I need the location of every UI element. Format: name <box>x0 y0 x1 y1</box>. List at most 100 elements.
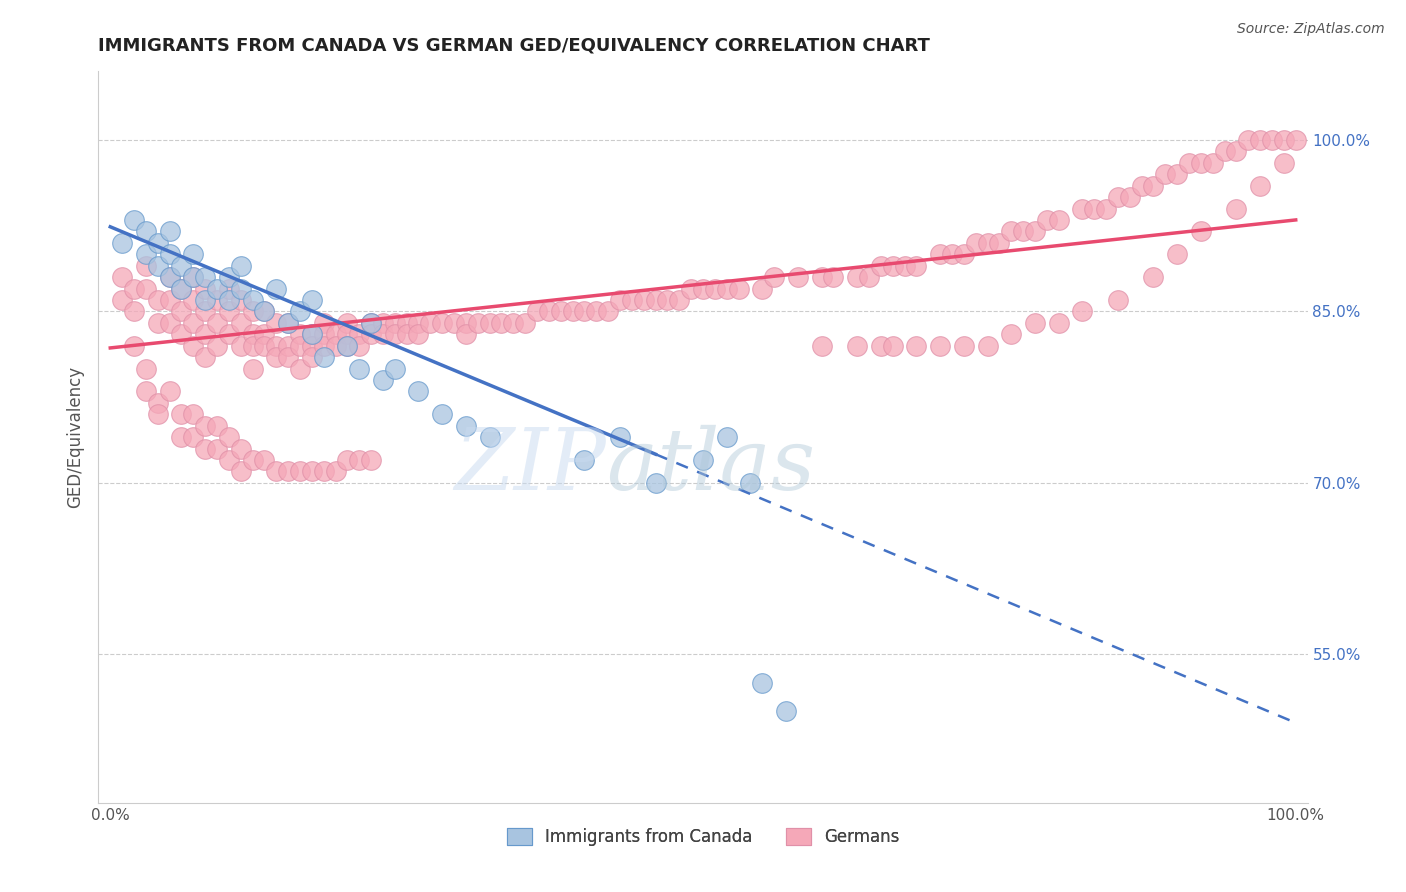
Point <box>288 327 311 342</box>
Point <box>288 339 311 353</box>
Point <box>301 339 323 353</box>
Text: IMMIGRANTS FROM CANADA VS GERMAN GED/EQUIVALENCY CORRELATION CHART: IMMIGRANTS FROM CANADA VS GERMAN GED/EQU… <box>98 37 931 54</box>
Point <box>893 259 915 273</box>
Point <box>159 384 181 399</box>
Point <box>229 259 252 273</box>
Point <box>218 430 240 444</box>
Point <box>181 316 204 330</box>
Point <box>537 304 560 318</box>
Point <box>159 293 181 307</box>
Point <box>1178 155 1201 169</box>
Point <box>288 464 311 478</box>
Point <box>1189 155 1212 169</box>
Point <box>454 316 477 330</box>
Point <box>657 293 679 307</box>
Point <box>1130 178 1153 193</box>
Point <box>1225 202 1247 216</box>
Point <box>194 293 217 307</box>
Point <box>1166 167 1188 181</box>
Point <box>1107 293 1129 307</box>
Point <box>325 327 347 342</box>
Point <box>181 270 204 285</box>
Point <box>218 453 240 467</box>
Point <box>432 316 454 330</box>
Point <box>336 339 359 353</box>
Point <box>810 339 832 353</box>
Point <box>620 293 643 307</box>
Point <box>360 453 382 467</box>
Point <box>550 304 572 318</box>
Text: Source: ZipAtlas.com: Source: ZipAtlas.com <box>1237 22 1385 37</box>
Point <box>976 339 998 353</box>
Point <box>941 247 963 261</box>
Point <box>1166 247 1188 261</box>
Text: atlas: atlas <box>606 425 815 508</box>
Text: ZIP: ZIP <box>454 425 606 508</box>
Point <box>301 350 323 364</box>
Point <box>1272 155 1295 169</box>
Point <box>229 442 252 456</box>
Point <box>242 293 264 307</box>
Point <box>869 259 891 273</box>
Point <box>325 464 347 478</box>
Point <box>336 327 359 342</box>
Point <box>858 270 880 285</box>
Point <box>1000 327 1022 342</box>
Point <box>408 316 430 330</box>
Point <box>692 453 714 467</box>
Point <box>146 235 169 250</box>
Point <box>146 396 169 410</box>
Point <box>170 281 193 295</box>
Point <box>976 235 998 250</box>
Point <box>312 316 335 330</box>
Point <box>253 339 276 353</box>
Point <box>775 704 797 718</box>
Point <box>205 442 228 456</box>
Point <box>253 327 276 342</box>
Point <box>395 327 418 342</box>
Point <box>205 293 228 307</box>
Point <box>371 373 394 387</box>
Point <box>384 361 406 376</box>
Point <box>609 293 631 307</box>
Point <box>1047 213 1070 227</box>
Point <box>763 270 786 285</box>
Point <box>347 327 370 342</box>
Point <box>336 339 359 353</box>
Point <box>242 453 264 467</box>
Point <box>242 304 264 318</box>
Point <box>135 384 157 399</box>
Point <box>277 316 299 330</box>
Point <box>312 339 335 353</box>
Point <box>135 361 157 376</box>
Point <box>301 327 323 342</box>
Point <box>360 327 382 342</box>
Point <box>869 339 891 353</box>
Point <box>253 453 276 467</box>
Point <box>1261 133 1284 147</box>
Point <box>491 316 513 330</box>
Point <box>301 327 323 342</box>
Point <box>242 339 264 353</box>
Point <box>181 430 204 444</box>
Point <box>905 259 928 273</box>
Point <box>146 407 169 421</box>
Point <box>205 316 228 330</box>
Point <box>170 259 193 273</box>
Point <box>194 327 217 342</box>
Point <box>692 281 714 295</box>
Point <box>229 316 252 330</box>
Point <box>1047 316 1070 330</box>
Legend: Immigrants from Canada, Germans: Immigrants from Canada, Germans <box>501 822 905 853</box>
Point <box>277 339 299 353</box>
Point <box>181 293 204 307</box>
Point <box>408 327 430 342</box>
Point <box>823 270 845 285</box>
Point <box>786 270 808 285</box>
Point <box>384 316 406 330</box>
Point <box>478 316 501 330</box>
Point <box>301 293 323 307</box>
Point <box>395 316 418 330</box>
Point <box>454 327 477 342</box>
Point <box>1000 224 1022 238</box>
